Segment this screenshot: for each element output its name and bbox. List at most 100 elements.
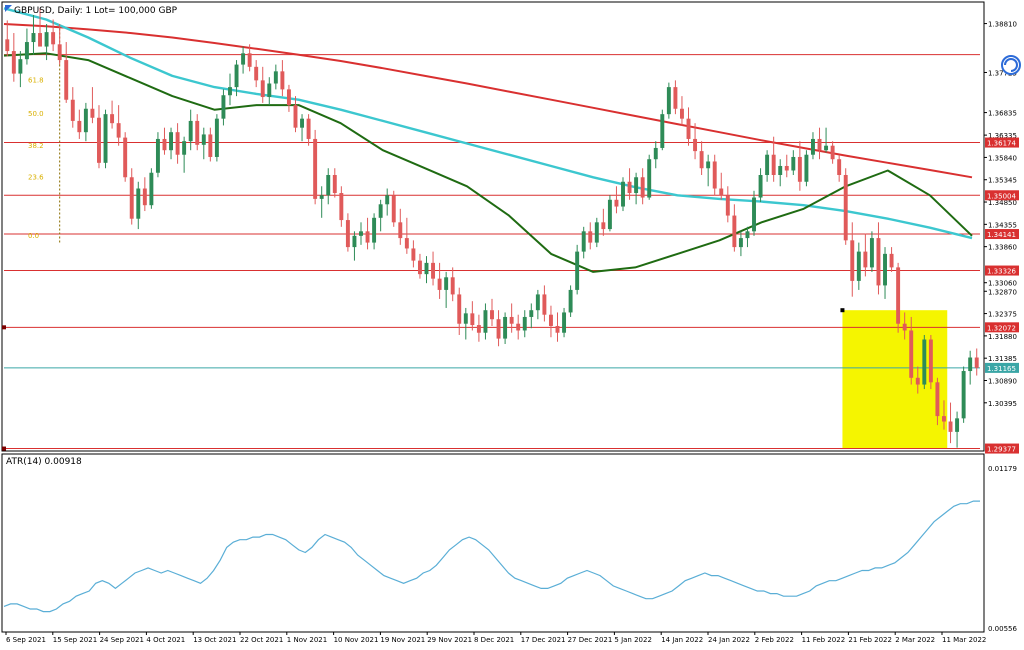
price-tag-label: 1.31165 [987,365,1016,373]
candle-body [267,83,272,98]
candle [601,208,606,236]
candle-body [811,138,815,155]
candle-body [483,310,488,333]
candle-body [116,123,121,138]
x-tick-label: 11 Feb 2022 [802,636,846,644]
candle [169,127,173,160]
candle-body [142,188,147,206]
candle-body [915,377,920,385]
atr-y-tick-label: 0.00556 [988,625,1017,633]
candle [509,303,514,333]
candle [103,109,108,169]
candle-body [64,60,69,100]
candle-body [24,42,29,60]
y-tick-label: 1.31880 [988,333,1017,341]
candle-body [706,161,711,169]
candle [332,168,337,198]
candle [693,123,698,160]
autoscroll-icon[interactable] [1001,55,1021,75]
candle [175,123,180,164]
candle [5,20,10,57]
y-tick-label: 1.33060 [988,280,1017,288]
candle-body [784,165,789,171]
candle [863,233,868,277]
candle-body [175,132,180,155]
scroll-arrow-icon[interactable] [5,5,12,12]
x-tick-label: 2 Mar 2022 [895,636,935,644]
candle [712,154,717,196]
level-handle[interactable] [2,446,6,451]
candle [535,289,540,320]
candle-body [961,371,966,419]
candle-body [90,108,95,118]
price-tag-label: 1.32072 [987,324,1016,332]
candle-body [431,262,436,279]
candle [313,129,318,205]
price-tag [985,322,1019,333]
candle-body [359,231,363,236]
candle-body [522,316,527,331]
candles-layer [5,8,979,448]
candle [647,154,652,200]
candle-body [876,238,881,286]
x-tick-label: 24 Jan 2022 [708,636,750,644]
price-tag [985,265,1019,276]
x-tick-label: 6 Sep 2021 [6,636,46,644]
x-tick-label: 5 Jan 2022 [614,636,652,644]
candle-body [607,199,612,230]
candle [588,222,593,250]
candle-body [516,323,521,331]
candle [935,377,940,426]
candle [437,262,442,299]
price-tag-label: 1.35004 [987,192,1016,200]
candle-body [260,80,265,98]
y-tick-label: 1.35840 [988,154,1017,162]
candle-body [345,220,350,248]
candle-body [319,195,324,199]
fib-level-label: 38.2 [28,142,44,150]
candle-body [942,416,946,422]
candle-body [614,199,619,207]
candle [463,307,468,340]
candle [241,46,246,74]
candle-body [555,325,560,333]
fib-level-label: 61.8 [28,77,44,85]
candle-body [732,215,737,248]
candle [129,168,134,225]
zone-handle[interactable] [840,308,845,313]
candle-body [830,145,835,160]
candle-body [621,181,625,207]
chart-title: GBPUSD, Daily: 1 Lot= 100,000 GBP [14,6,178,16]
candle [110,100,115,129]
candle-body [745,231,750,239]
candle-body [843,174,848,241]
level-handle[interactable] [2,325,6,330]
candle-body [856,251,861,281]
candle [345,213,350,252]
candle-body [955,418,960,432]
candle-body [627,181,632,194]
candle-body [385,195,390,205]
candle-body [470,313,475,326]
candle [385,188,390,216]
candle-body [70,99,75,121]
candle-body [837,159,842,175]
candle [64,42,69,103]
candle [955,411,960,448]
candle [490,298,494,326]
candle [136,181,141,230]
candle-body [221,95,226,119]
candle-body [300,118,305,128]
candle [902,312,907,340]
candle [706,154,711,187]
x-tick-label: 17 Dec 2021 [521,636,566,644]
candle-body [5,39,10,52]
candle [280,60,285,97]
candle [614,186,619,214]
candle-body [188,120,193,142]
atr-y-tick-label: 0.01179 [988,465,1017,473]
candle [214,114,219,162]
y-tick-label: 1.32870 [988,288,1017,296]
candle [188,109,193,151]
